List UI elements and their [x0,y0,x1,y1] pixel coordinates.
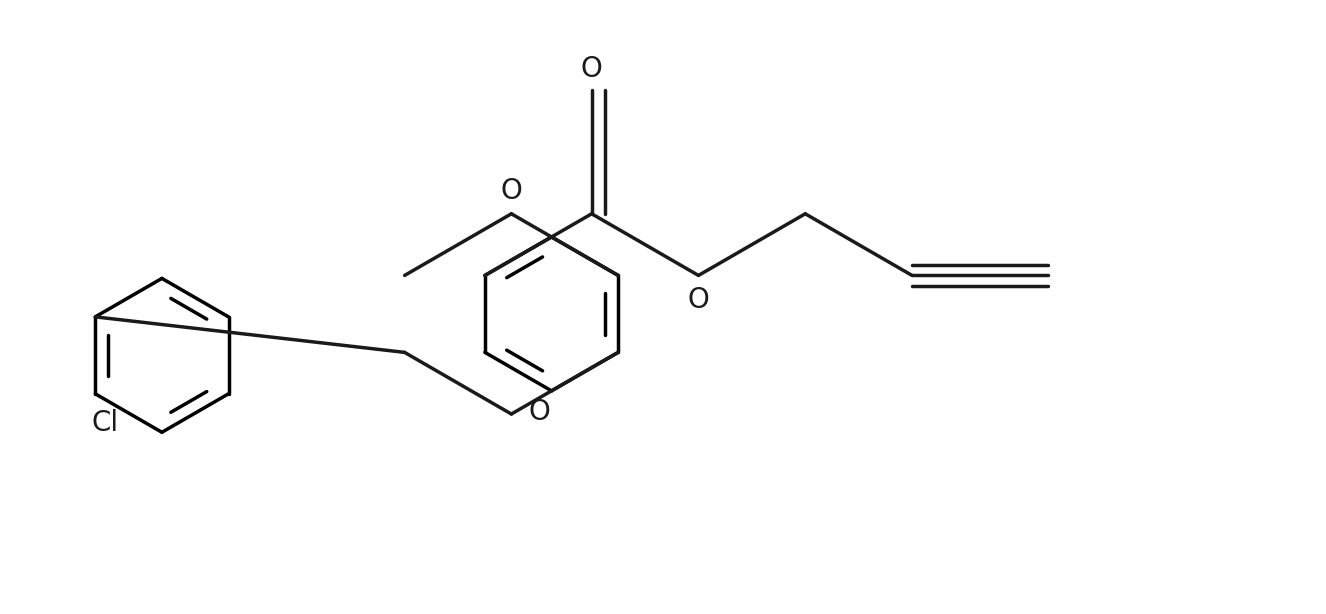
Text: Cl: Cl [91,410,119,437]
Text: O: O [688,286,709,314]
Text: O: O [528,398,550,426]
Text: O: O [500,177,522,205]
Text: O: O [581,55,602,83]
